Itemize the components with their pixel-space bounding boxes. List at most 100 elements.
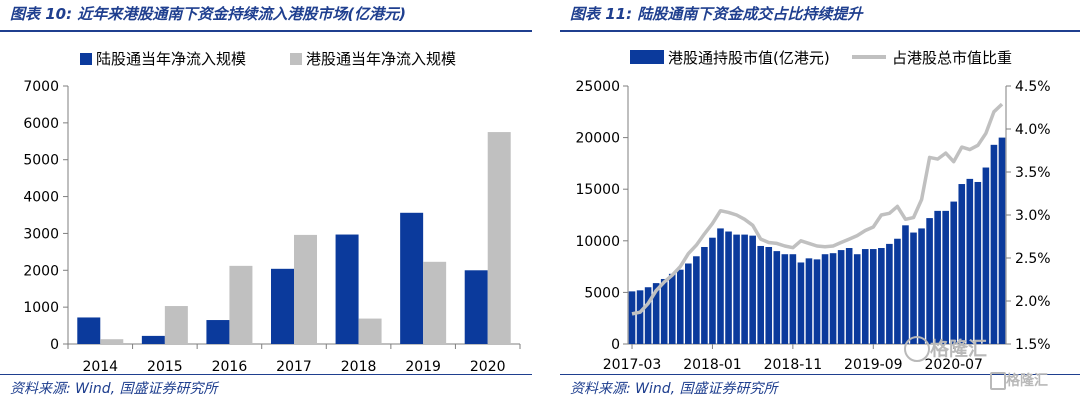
right-left-tick-label: 0 [611,337,620,353]
left-y-tick-label: 6000 [23,116,59,132]
holdings-bar [926,218,933,344]
holdings-bar [652,283,660,344]
left-source-rule [0,374,532,375]
right-x-tick-label: 2017-03 [603,357,662,372]
holdings-bar [725,231,732,344]
holdings-bar [990,144,998,344]
right-left-tick-label: 20000 [575,131,620,147]
bar-mainland-2017 [271,268,294,344]
left-legend-swatch [290,53,302,65]
holdings-bar [636,290,644,344]
left-y-tick-label: 3000 [23,226,59,242]
left-source-note: 资料来源: Wind, 国盛证券研究所 [10,381,218,397]
holdings-bar [676,269,684,344]
left-x-tick-label: 2016 [212,359,248,372]
right-x-tick-label: 2018-11 [764,357,823,372]
holdings-bar [789,254,797,344]
holdings-bar [886,243,893,344]
left-y-tick-label: 4000 [23,190,59,206]
holdings-bar [910,232,917,344]
right-title-rule [560,30,1080,32]
right-left-tick-label: 5000 [584,285,620,301]
right-right-tick-label: 2.5% [1015,251,1051,267]
holdings-bar [998,137,1006,344]
right-legend-bar-label: 港股通持股市值(亿港元) [668,49,830,67]
bar-hk-2016 [229,265,253,344]
holdings-bar [741,234,748,344]
right-right-tick-label: 1.5% [1015,337,1051,353]
holdings-bar [845,248,853,344]
holdings-combo-chart: 0 5000 10000 15000 20000 25000 1.5% 2.0% 2.5% 3.0… [575,49,1051,372]
left-x-tick-label: 2020 [470,359,506,372]
watermark-logo-icon [904,336,930,362]
holdings-bar [837,250,845,344]
right-legend-line-label: 占港股总市值比重 [892,49,1012,67]
bar-hk-2015 [164,306,188,344]
holdings-bar [749,235,756,344]
left-x-tick-label: 2018 [341,359,377,372]
holdings-bar [693,256,700,344]
left-figure-title: 图表 10: 近年来港股通南下资金持续流入港股市场(亿港元) [10,5,407,23]
left-legend-swatch [80,53,92,65]
holdings-bar [942,210,949,344]
holdings-bar [950,201,958,344]
right-source-rule [560,374,1080,375]
share-line [631,102,1004,316]
right-figure: 图表 11: 陆股通南下资金成交占比持续提升 0 5000 10000 15000 20… [560,0,1080,402]
right-x-tick-label: 2019-09 [844,357,903,372]
holdings-bar [805,258,813,344]
right-left-tick-label: 25000 [575,79,620,95]
left-y-tick-label: 5000 [23,153,59,169]
holdings-bar [958,184,966,344]
holdings-bar [685,263,692,344]
right-right-tick-label: 4.5% [1015,79,1051,95]
holdings-bar [870,249,877,344]
watermark-badge-icon [990,372,1006,390]
left-y-tick-label: 2000 [23,263,59,279]
holdings-bar [878,248,885,344]
watermark-text: 格隆汇 [930,338,988,360]
bar-hk-2020 [487,132,511,344]
left-legend-label: 陆股通当年净流入规模 [96,50,246,68]
holdings-bar [628,291,636,344]
holdings-bar [861,249,869,344]
right-left-tick-label: 15000 [575,182,620,198]
holdings-bar [701,246,708,344]
left-x-tick-label: 2014 [82,359,118,372]
bar-mainland-2016 [206,320,230,344]
holdings-bar [829,253,837,344]
right-x-tick-label: 2018-01 [683,357,742,372]
left-x-tick-label: 2019 [405,359,441,372]
holdings-bar [765,246,773,344]
right-right-tick-label: 4.0% [1015,122,1051,138]
left-y-tick-label: 1000 [23,300,59,316]
holdings-bar [773,251,781,344]
bar-hk-2018 [358,318,382,344]
left-title-rule [0,30,532,32]
holdings-bar [934,210,941,344]
left-x-tick-label: 2015 [147,359,183,372]
right-right-tick-label: 2.0% [1015,294,1051,310]
holdings-bar [821,254,829,344]
holdings-bar [966,178,974,344]
holdings-bar [781,254,789,344]
right-x-tick-label: 2020-07 [924,357,983,372]
holdings-bar [733,234,740,344]
holdings-bar [717,228,724,344]
right-legend-bar-swatch [630,50,664,64]
bar-mainland-2019 [400,212,424,344]
left-figure: 图表 10: 近年来港股通南下资金持续流入港股市场(亿港元) 0 1000 2000… [0,0,532,402]
right-left-tick-label: 10000 [575,234,620,250]
holdings-bar [660,278,668,344]
bar-mainland-2020 [464,270,488,344]
holdings-bar [853,254,861,344]
holdings-bar [974,181,982,344]
bar-mainland-2014 [77,317,101,344]
bar-hk-2019 [423,261,447,344]
left-x-tick-label: 2017 [276,359,312,372]
bar-hk-2017 [294,234,317,344]
watermark-subtext: 格隆汇 [1006,373,1048,389]
holdings-bar [982,167,990,344]
right-source-note: 资料来源: Wind, 国盛证券研究所 [570,381,778,397]
holdings-bar [894,238,901,344]
